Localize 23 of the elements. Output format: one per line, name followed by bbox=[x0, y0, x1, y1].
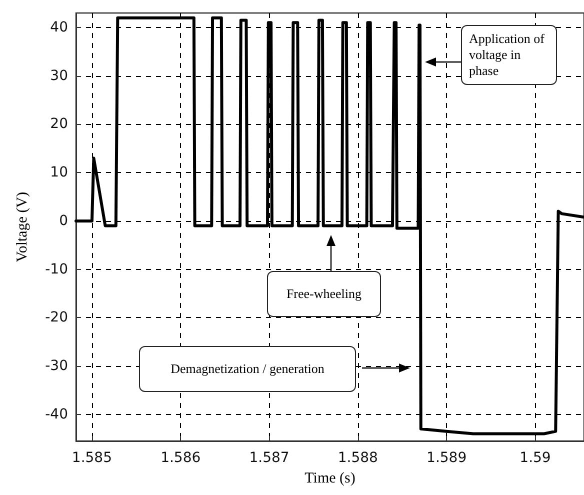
y-tick-label: -10 bbox=[45, 261, 68, 278]
y-tick-label: 0 bbox=[59, 212, 68, 229]
x-tick-label: 1.59 bbox=[520, 450, 551, 466]
y-tick-label: 40 bbox=[50, 20, 68, 36]
annotation: Free-wheeling bbox=[286, 286, 362, 301]
text-box: Demagnetization / generation bbox=[139, 346, 356, 392]
x-tick-label: 1.589 bbox=[426, 450, 467, 466]
x-tick-label: 1.585 bbox=[72, 450, 112, 466]
x-tick-label: 1.588 bbox=[338, 450, 378, 466]
y-axis-title: Voltage (V) bbox=[14, 192, 30, 262]
x-axis-title: Time (s) bbox=[304, 470, 356, 486]
text-box: Free-wheeling bbox=[267, 271, 381, 317]
annotation: Application of voltage in phase bbox=[469, 31, 544, 78]
y-tick-label: 30 bbox=[50, 68, 68, 84]
annotation: Demagnetization / generation bbox=[170, 361, 324, 376]
y-tick-label: 10 bbox=[50, 164, 68, 181]
y-tick-label: 20 bbox=[50, 116, 68, 132]
y-tick-label: -20 bbox=[45, 310, 68, 326]
text-box: Application of voltage in phase bbox=[461, 25, 557, 85]
x-tick-label: 1.586 bbox=[160, 450, 201, 466]
y-tick-label: -30 bbox=[45, 358, 68, 374]
y-tick-label: -40 bbox=[45, 406, 68, 422]
x-tick-label: 1.587 bbox=[249, 450, 290, 466]
